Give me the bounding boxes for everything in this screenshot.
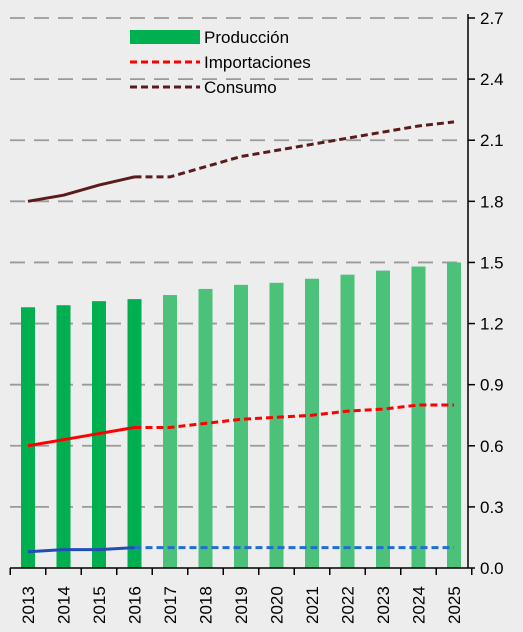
y-tick-label: 2.7 <box>480 9 504 28</box>
bar-produccion-2020 <box>269 282 284 568</box>
y-tick-label: 0.9 <box>480 376 504 395</box>
series-lines <box>27 120 455 554</box>
line-consumo-projection <box>134 120 455 179</box>
x-tick-label: 2018 <box>197 586 216 624</box>
bar-produccion-2018 <box>198 288 213 568</box>
y-tick-label: 1.5 <box>480 253 504 272</box>
y-tick-label: 1.2 <box>480 315 504 334</box>
line-importaciones-projection <box>134 403 454 429</box>
y-tick-label: 2.4 <box>480 70 504 89</box>
bar-produccion-2024 <box>411 266 426 568</box>
y-tick-label: 0.3 <box>480 498 504 517</box>
x-tick-label: 2022 <box>339 586 358 624</box>
bars <box>21 262 461 568</box>
y-tick-label: 1.8 <box>480 192 504 211</box>
y-tick-label: 2.1 <box>480 131 504 150</box>
x-tick-label: 2013 <box>19 586 38 624</box>
x-tick-label: 2016 <box>126 586 145 624</box>
bar-produccion-2017 <box>163 295 177 568</box>
line-series-2-historic <box>27 546 135 554</box>
legend-swatch-produccion <box>130 30 200 44</box>
legend-label-consumo: Consumo <box>204 78 277 97</box>
x-tick-label: 2014 <box>55 586 74 624</box>
bar-produccion-2022 <box>340 274 355 568</box>
x-tick-label: 2021 <box>303 586 322 624</box>
x-tick-label: 2020 <box>268 586 287 624</box>
bar-produccion-2023 <box>376 270 390 568</box>
y-tick-label: 0.6 <box>480 437 504 456</box>
legend-label-importaciones: Importaciones <box>204 53 311 72</box>
x-tick-label: 2019 <box>232 586 251 624</box>
x-tick-label: 2017 <box>161 586 180 624</box>
y-tick-label: 0.0 <box>480 559 504 578</box>
line-importaciones-historic <box>27 425 135 448</box>
bar-produccion-2021 <box>305 278 319 568</box>
bar-produccion-2013 <box>21 307 35 568</box>
legend-label-producción: Producción <box>204 28 289 47</box>
bar-produccion-2014 <box>56 305 71 568</box>
bar-produccion-2025 <box>447 262 461 568</box>
x-tick-label: 2015 <box>90 586 109 624</box>
x-tick-label: 2024 <box>410 586 429 624</box>
bar-produccion-2016 <box>127 299 142 568</box>
bar-produccion-2019 <box>234 284 248 568</box>
line-consumo-historic <box>27 175 135 203</box>
legend: Producción Importaciones Consumo <box>130 28 311 97</box>
axes: 0.0 0.3 0.6 0.9 1.2 1.5 1.8 2.1 2.4 2.7 2013 2014 20… <box>9 9 504 624</box>
x-tick-label: 2023 <box>374 586 393 624</box>
x-tick-label: 2025 <box>445 586 464 624</box>
